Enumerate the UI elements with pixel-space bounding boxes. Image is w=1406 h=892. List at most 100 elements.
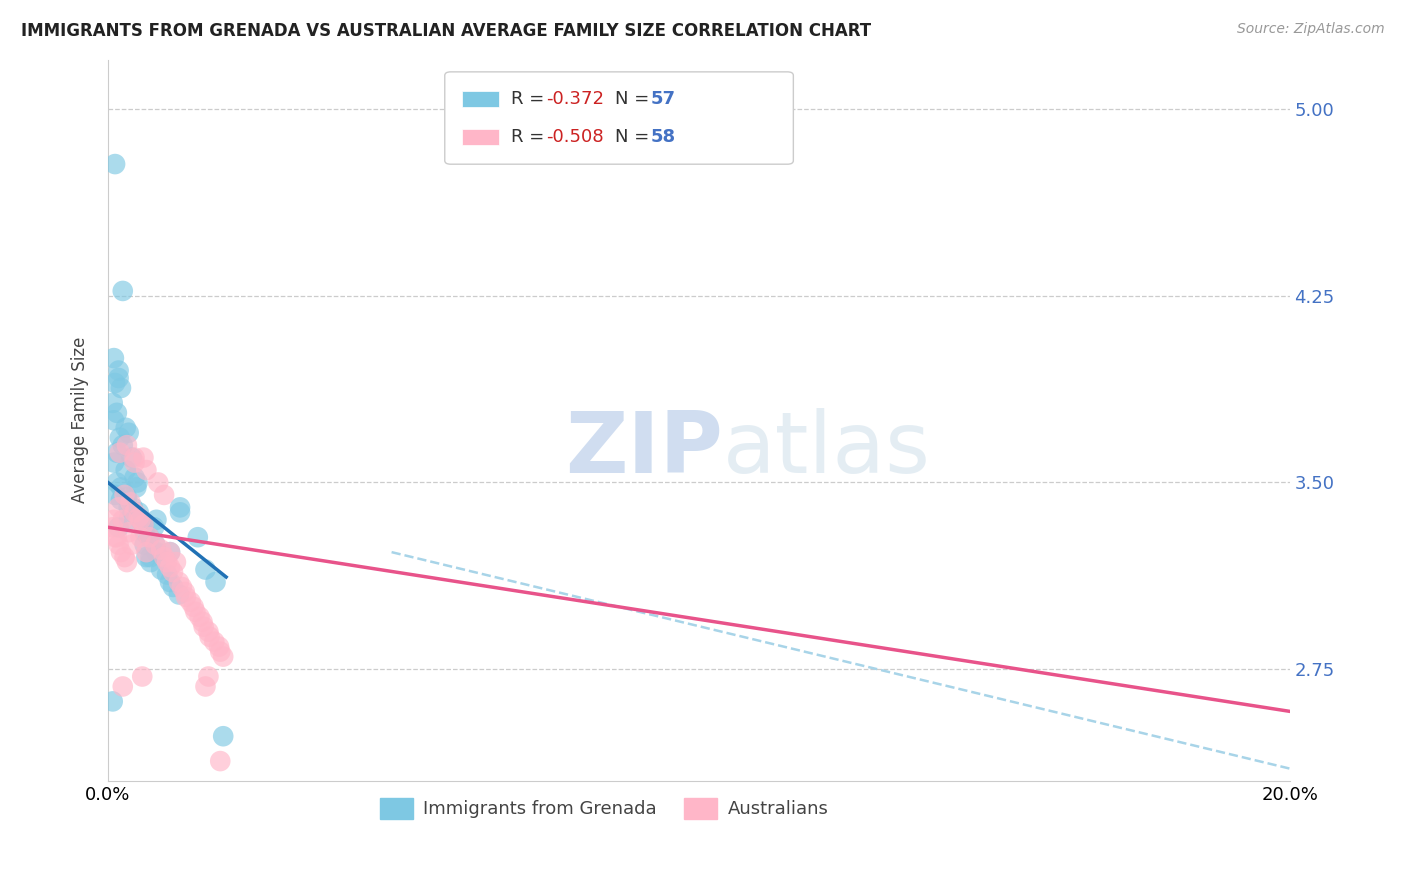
FancyBboxPatch shape (463, 128, 499, 145)
Point (212, 729, 235, 743)
Point (148, 475, 170, 490)
Point (114, 488, 136, 502)
Point (115, 491, 138, 505)
Point (124, 456, 146, 470)
Point (107, 500, 129, 515)
Text: atlas: atlas (723, 408, 931, 491)
Point (128, 505, 150, 519)
Point (194, 680, 217, 694)
Text: Source: ZipAtlas.com: Source: ZipAtlas.com (1237, 22, 1385, 37)
Point (114, 550, 136, 565)
Point (138, 530, 160, 544)
Point (187, 530, 209, 544)
Point (125, 480, 148, 494)
Text: N =: N = (614, 128, 655, 145)
Point (153, 550, 176, 565)
Point (111, 513, 134, 527)
Point (145, 545, 167, 559)
Point (114, 463, 136, 477)
Point (118, 513, 141, 527)
Point (194, 563, 217, 577)
Point (165, 555, 187, 569)
Text: R =: R = (510, 128, 550, 145)
Point (107, 520, 129, 534)
Point (145, 513, 167, 527)
Point (121, 450, 143, 465)
Point (101, 694, 124, 708)
Point (197, 624, 219, 639)
Point (174, 590, 197, 604)
Point (143, 538, 166, 552)
Point (143, 520, 166, 534)
Point (104, 530, 127, 544)
Point (129, 513, 152, 527)
Point (159, 560, 181, 574)
Point (127, 475, 149, 490)
Point (124, 470, 146, 484)
Point (204, 574, 226, 589)
Point (159, 545, 181, 559)
Point (143, 538, 166, 552)
Point (138, 530, 160, 544)
Point (105, 406, 128, 420)
Point (115, 438, 138, 452)
Point (104, 376, 127, 390)
Point (118, 525, 141, 540)
Point (121, 505, 143, 519)
Point (120, 495, 142, 509)
Point (110, 480, 132, 494)
Point (114, 421, 136, 435)
Legend: Immigrants from Grenada, Australians: Immigrants from Grenada, Australians (373, 791, 835, 826)
Point (105, 445, 128, 459)
Point (111, 284, 134, 298)
Point (118, 500, 141, 515)
Point (129, 530, 152, 544)
Point (150, 542, 173, 557)
Point (180, 595, 202, 609)
Point (103, 413, 125, 427)
Point (135, 550, 157, 565)
Point (169, 505, 191, 519)
FancyBboxPatch shape (463, 91, 499, 107)
Point (134, 525, 156, 540)
Point (132, 450, 155, 465)
Point (202, 634, 225, 648)
Point (139, 550, 162, 565)
Point (104, 157, 127, 171)
Point (128, 510, 150, 524)
Text: -0.508: -0.508 (546, 128, 603, 145)
Point (169, 500, 191, 515)
Point (103, 513, 125, 527)
Point (110, 545, 132, 559)
Point (193, 620, 215, 634)
Point (101, 520, 124, 534)
Y-axis label: Average Family Size: Average Family Size (72, 337, 89, 503)
Point (132, 517, 155, 532)
Point (131, 669, 153, 683)
FancyBboxPatch shape (444, 72, 793, 164)
Text: -0.372: -0.372 (546, 90, 605, 108)
Point (107, 538, 129, 552)
Point (124, 505, 146, 519)
Point (150, 563, 173, 577)
Text: 58: 58 (650, 128, 675, 145)
Text: IMMIGRANTS FROM GRENADA VS AUSTRALIAN AVERAGE FAMILY SIZE CORRELATION CHART: IMMIGRANTS FROM GRENADA VS AUSTRALIAN AV… (21, 22, 872, 40)
Point (135, 545, 157, 559)
Text: 57: 57 (650, 90, 675, 108)
Point (167, 587, 190, 601)
Point (139, 555, 162, 569)
Point (209, 645, 232, 659)
Point (121, 500, 143, 515)
Point (170, 580, 193, 594)
Point (209, 754, 232, 768)
Point (173, 585, 195, 599)
Point (153, 488, 176, 502)
Point (111, 438, 134, 452)
Point (108, 445, 131, 459)
Point (167, 574, 190, 589)
Point (159, 545, 181, 559)
Point (134, 538, 156, 552)
Point (105, 475, 128, 490)
Point (103, 351, 125, 365)
Point (184, 605, 207, 619)
